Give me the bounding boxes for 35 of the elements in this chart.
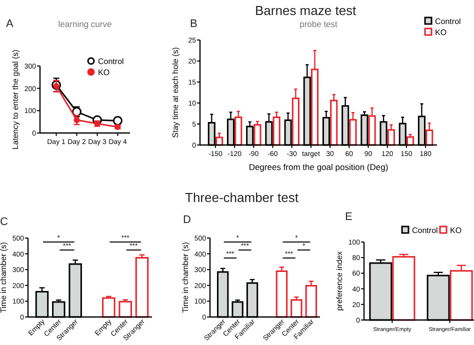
y-axis-title: preference index [335,251,344,311]
bar [216,136,224,146]
bar [305,284,318,318]
bar [290,299,302,318]
legend-label: Control [412,226,438,235]
chart-title: learning curve [58,19,112,29]
text: A [6,18,14,30]
bar [406,136,414,146]
bar [102,297,116,318]
bar [118,300,132,318]
chart-title: probe test [300,19,338,29]
y-axis-title: Latency to enter the goal (s) [11,49,20,150]
text: Barnes maze test [255,3,357,18]
text: Three-chamber test [185,190,299,205]
bar [272,116,280,146]
legend-label: KO [435,28,447,37]
legend-label: Control [435,17,462,26]
legend-label: KO [98,68,110,77]
bar [387,129,395,146]
bar [276,270,288,318]
text: D [183,214,191,226]
bar [392,256,416,321]
text: B [190,18,198,30]
x-axis-title: Degrees from the goal position (Deg) [248,162,388,172]
y-axis-title: Time in chamber (s) [181,242,190,313]
text: E [345,211,352,223]
y-axis-title: Time in chamber (s) [0,242,8,313]
bar [135,257,149,318]
text: C [0,216,8,228]
y-axis-title: Stay time at each hole (s) [171,46,180,138]
legend-label: Control [98,57,124,66]
point [74,116,80,124]
bar [254,124,262,146]
point [53,83,60,90]
legend-label: KO [450,226,462,235]
